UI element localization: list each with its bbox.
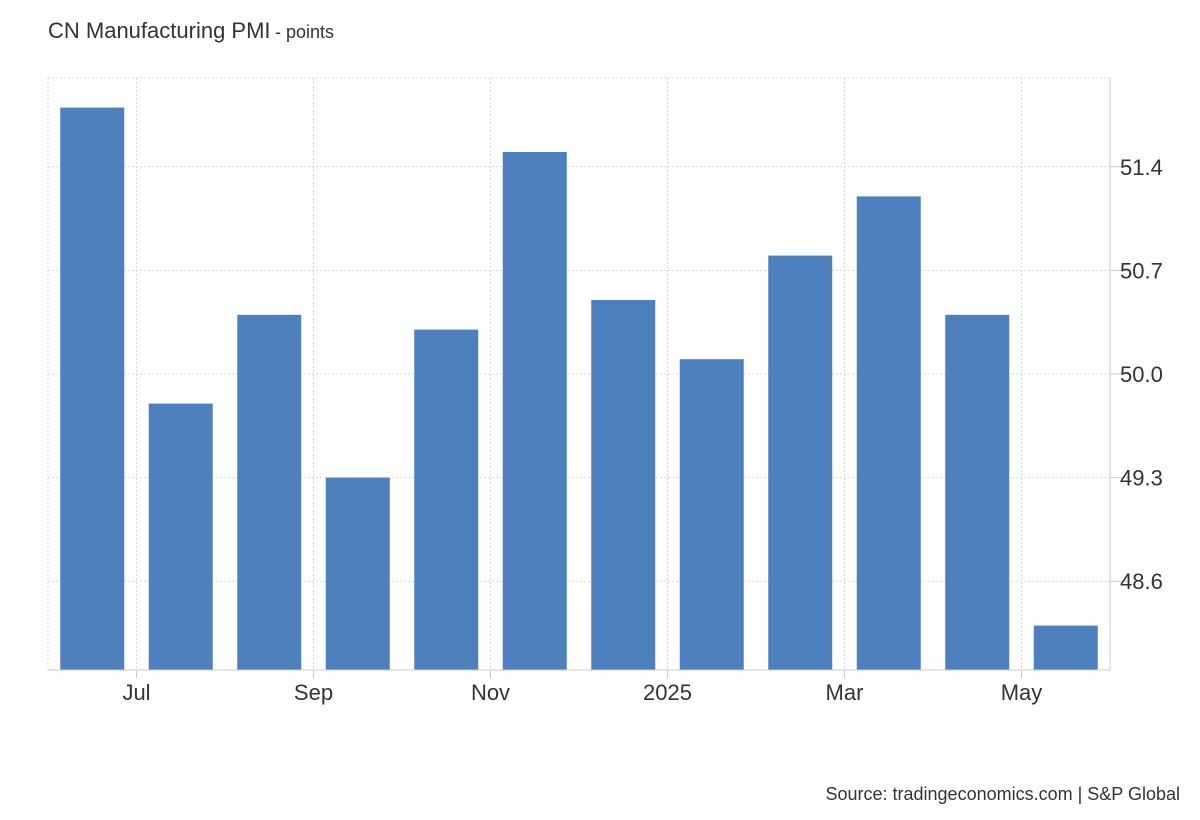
x-tick-label: 2025 <box>643 680 692 705</box>
y-tick-label: 50.0 <box>1120 362 1163 387</box>
chart-unit: - points <box>274 22 335 42</box>
y-tick-label: 49.3 <box>1120 466 1163 491</box>
bar-2025-01 <box>679 359 744 670</box>
bar-2025-03 <box>856 196 921 670</box>
chart-title-row: CN Manufacturing PMI - points <box>48 18 334 44</box>
grid-layer <box>47 77 1110 670</box>
bar-2024-10 <box>414 329 479 670</box>
x-tick-label: Jul <box>122 680 150 705</box>
x-tick-label: Nov <box>471 680 510 705</box>
chart-title: CN Manufacturing PMI <box>48 18 271 43</box>
x-tick-label: May <box>1001 680 1043 705</box>
source-attribution: Source: tradingeconomics.com | S&P Globa… <box>825 784 1180 804</box>
bar-2024-09 <box>325 477 390 670</box>
bar-2025-02 <box>768 255 833 670</box>
axis-layer: 48.6 49.3 50.0 50.7 51.4 Jul Sep Nov 2025 Mar May <box>48 78 1163 705</box>
bar-2024-08 <box>237 314 302 670</box>
y-tick-label: 48.6 <box>1120 569 1163 594</box>
bar-2024-07 <box>148 403 213 670</box>
bar-2025-04 <box>945 314 1010 670</box>
x-tick-label: Sep <box>294 680 333 705</box>
y-tick-label: 51.4 <box>1120 155 1163 180</box>
x-tick-label: Mar <box>826 680 864 705</box>
y-tick-label: 50.7 <box>1120 258 1163 283</box>
bar-2024-06 <box>60 107 125 671</box>
bar-2024-11 <box>502 152 567 670</box>
bar-2025-05 <box>1033 625 1098 670</box>
bars-layer <box>60 107 1098 671</box>
bar-2024-12 <box>591 300 656 670</box>
